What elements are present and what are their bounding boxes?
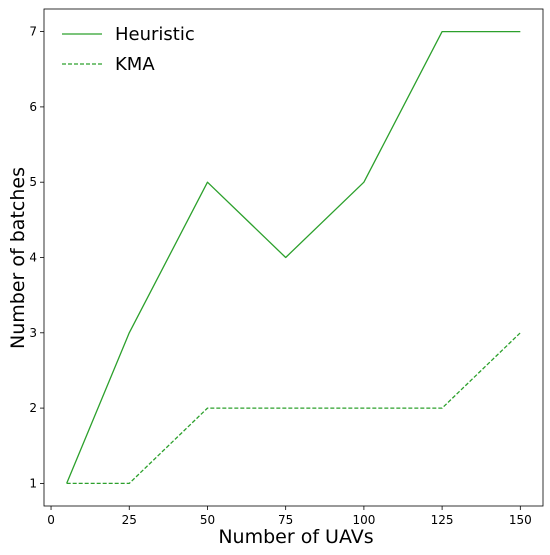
y-tick-label: 1	[29, 476, 37, 490]
y-tick-label: 5	[29, 175, 37, 189]
x-tick-label: 50	[200, 513, 215, 527]
x-tick-label: 25	[122, 513, 137, 527]
x-tick-label: 100	[352, 513, 375, 527]
y-tick-label: 3	[29, 326, 37, 340]
x-tick-label: 125	[431, 513, 454, 527]
y-tick-label: 2	[29, 401, 37, 415]
y-axis-title: Number of batches	[7, 167, 29, 349]
x-tick-label: 75	[278, 513, 293, 527]
legend: Heuristic KMA	[62, 24, 195, 75]
axes: 0 25 50 75 100 125 150 1 2 3 4 5 6 7	[29, 8, 544, 527]
x-tick-label: 0	[47, 513, 55, 527]
series-line-kma	[66, 332, 521, 485]
plot-frame	[43, 8, 544, 507]
x-tick-label: 150	[509, 513, 532, 527]
y-tick-label: 4	[29, 251, 37, 265]
legend-label-kma: KMA	[115, 54, 155, 75]
series-lines	[66, 30, 521, 485]
y-tick-label: 7	[29, 25, 37, 39]
series-line-heuristic	[66, 30, 521, 484]
y-tick-label: 6	[29, 100, 37, 114]
x-axis-title: Number of UAVs	[218, 526, 373, 548]
legend-label-heuristic: Heuristic	[115, 24, 195, 45]
